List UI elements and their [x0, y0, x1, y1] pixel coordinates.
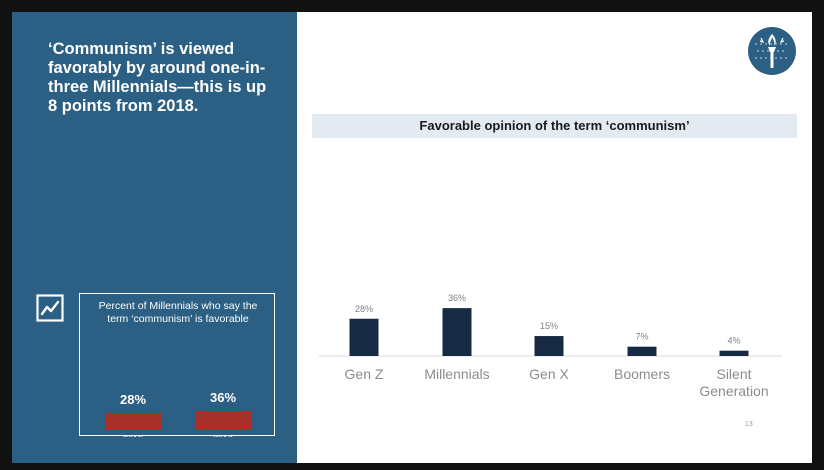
- category-label: Gen X: [529, 366, 569, 382]
- headline: ‘Communism’ is viewed favorably by aroun…: [48, 40, 267, 115]
- trend-line-icon: [36, 294, 64, 322]
- bar-gen-z: [349, 318, 379, 356]
- category-label: Gen Z: [345, 366, 384, 382]
- callout-text: Percent of Millennials who say the term …: [98, 300, 258, 325]
- callout-chart: 28% 2018 36% 2019: [105, 390, 251, 437]
- chart-title: Favorable opinion of the term ‘communism…: [419, 118, 690, 133]
- data-label: 4%: [727, 336, 740, 346]
- main-chart: 28% Gen Z 36% Millennials 15% Gen X 7% Boomers 4…: [319, 293, 782, 399]
- callout-value-label: 36%: [210, 390, 236, 405]
- callout-bar-2018: [105, 413, 161, 430]
- category-label: Millennials: [424, 366, 489, 382]
- callout-bar-2019: [195, 411, 251, 430]
- bar-silent-generation: [719, 350, 749, 356]
- data-label: 36%: [448, 293, 466, 303]
- callout-box: Percent of Millennials who say the term …: [79, 293, 275, 437]
- callout-year-label: 2018: [123, 434, 143, 437]
- page-number: 13: [745, 421, 753, 428]
- callout-year-label: 2019: [213, 434, 233, 437]
- data-label: 7%: [635, 332, 648, 342]
- bar-millennials: [442, 308, 472, 356]
- category-label: Silent Generation: [699, 366, 768, 399]
- data-label: 28%: [355, 304, 373, 314]
- category-label: Boomers: [614, 366, 670, 382]
- left-panel: ‘Communism’ is viewed favorably by aroun…: [12, 12, 297, 463]
- bar-boomers: [627, 346, 657, 356]
- slide: ‘Communism’ is viewed favorably by aroun…: [12, 12, 812, 463]
- bar-gen-x: [534, 336, 564, 356]
- chart-title-bar: Favorable opinion of the term ‘communism…: [312, 114, 797, 138]
- data-label: 15%: [540, 321, 558, 331]
- callout-value-label: 28%: [120, 392, 146, 407]
- torch-logo-icon: [748, 27, 796, 75]
